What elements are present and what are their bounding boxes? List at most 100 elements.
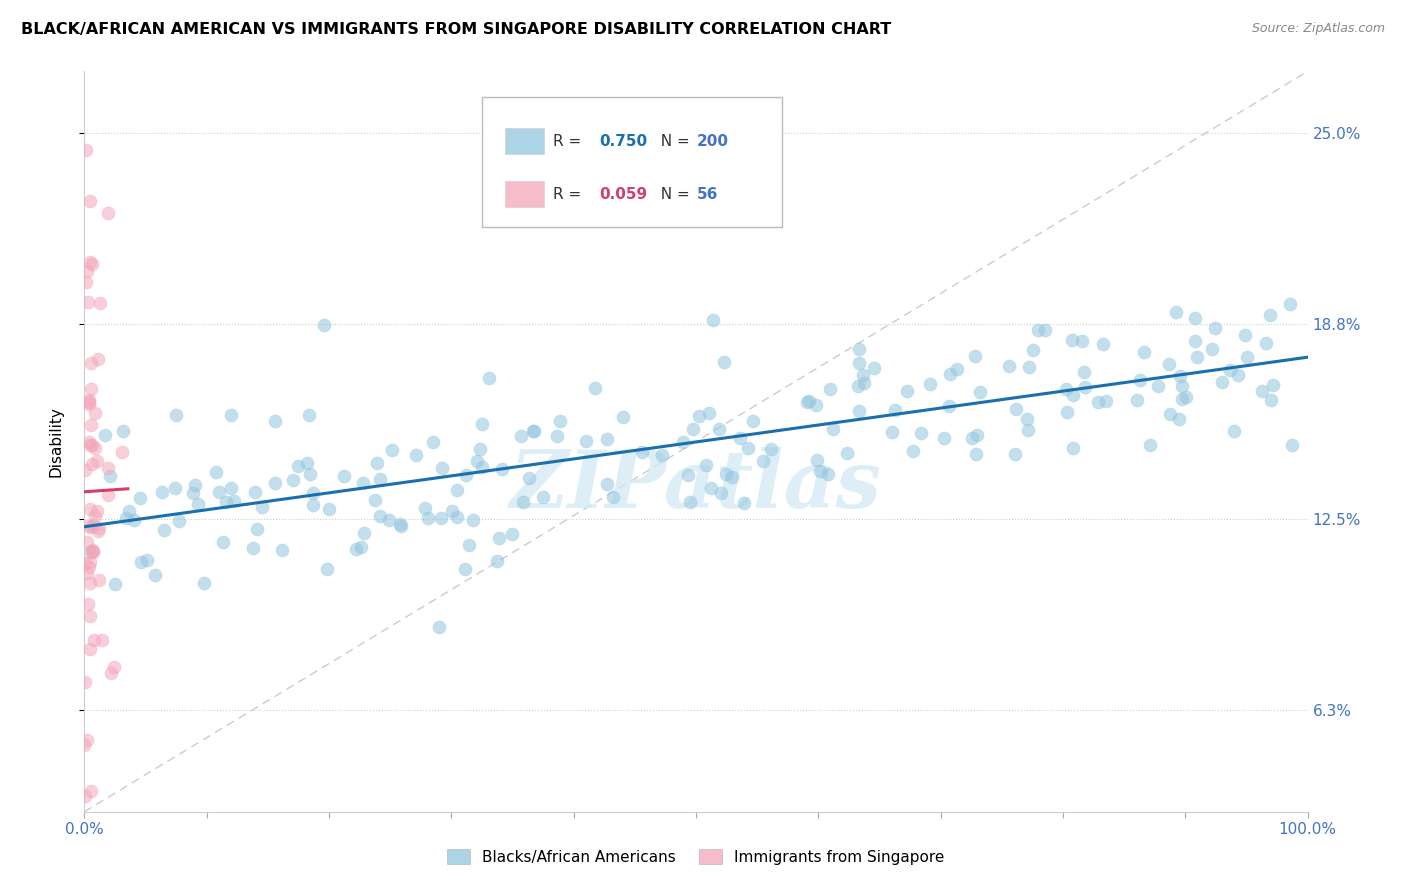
Point	[82, 544, 104, 558]
Point	[242, 541, 264, 555]
Point	[501, 527, 523, 541]
Point	[150, 485, 173, 500]
Point	[1091, 337, 1114, 351]
Point	[695, 458, 717, 473]
Point	[79, 608, 101, 623]
Point	[1279, 296, 1302, 310]
Point	[79, 194, 101, 208]
Point	[1056, 405, 1078, 419]
Point	[301, 498, 323, 512]
Point	[1005, 401, 1028, 416]
Point	[742, 414, 765, 428]
Point	[1171, 392, 1194, 406]
Point	[602, 490, 624, 504]
Point	[821, 422, 844, 436]
Point	[77, 393, 100, 408]
Point	[901, 444, 924, 458]
Point	[1170, 379, 1192, 393]
Point	[89, 296, 111, 310]
Point	[76, 566, 98, 580]
Point	[97, 461, 120, 475]
Point	[76, 264, 98, 278]
Point	[678, 468, 700, 483]
Point	[84, 508, 107, 523]
Point	[405, 448, 427, 462]
Point	[488, 531, 510, 545]
Point	[76, 733, 98, 747]
Point	[721, 469, 744, 483]
Text: 200: 200	[697, 134, 730, 149]
Point	[129, 555, 152, 569]
Point	[1018, 359, 1040, 374]
Point	[1139, 438, 1161, 452]
Point	[422, 434, 444, 449]
Point	[1170, 368, 1192, 383]
Point	[80, 544, 103, 558]
Point	[709, 485, 731, 500]
Point	[378, 513, 401, 527]
Point	[1184, 310, 1206, 325]
Point	[1166, 305, 1188, 319]
Point	[997, 359, 1019, 373]
Point	[1185, 350, 1208, 364]
Point	[350, 540, 373, 554]
Point	[368, 472, 391, 486]
Point	[281, 473, 304, 487]
Point	[848, 404, 870, 418]
Point	[1159, 407, 1181, 421]
Text: R =: R =	[553, 186, 586, 202]
Point	[96, 488, 118, 502]
Point	[77, 396, 100, 410]
Point	[77, 597, 100, 611]
Point	[713, 355, 735, 369]
Point	[1211, 375, 1233, 389]
Point	[463, 514, 485, 528]
Point	[243, 485, 266, 500]
Point	[287, 458, 309, 473]
Point	[77, 560, 100, 574]
Point	[1159, 357, 1181, 371]
Text: N =: N =	[651, 134, 695, 149]
Point	[478, 371, 501, 385]
Point	[82, 545, 104, 559]
Point	[737, 441, 759, 455]
Point	[1017, 412, 1039, 426]
Point	[79, 382, 101, 396]
Point	[465, 454, 488, 468]
Point	[835, 446, 858, 460]
Point	[575, 434, 598, 448]
Point	[651, 448, 673, 462]
Point	[806, 453, 828, 467]
Point	[1174, 390, 1197, 404]
Point	[76, 519, 98, 533]
Point	[153, 523, 176, 537]
Point	[111, 424, 134, 438]
Point	[165, 408, 187, 422]
Point	[75, 275, 97, 289]
Point	[682, 422, 704, 436]
Point	[389, 519, 412, 533]
Point	[205, 465, 228, 479]
Point	[846, 378, 869, 392]
Point	[1167, 411, 1189, 425]
Point	[97, 206, 120, 220]
Point	[596, 477, 619, 491]
Point	[486, 554, 509, 568]
Point	[115, 510, 138, 524]
Point	[759, 442, 782, 457]
Point	[1095, 393, 1118, 408]
Point	[1062, 441, 1084, 455]
Point	[1201, 342, 1223, 356]
Point	[76, 535, 98, 549]
Point	[454, 467, 477, 482]
Point	[366, 456, 388, 470]
Point	[75, 463, 97, 477]
Point	[596, 432, 619, 446]
Text: BLACK/AFRICAN AMERICAN VS IMMIGRANTS FROM SINGAPORE DISABILITY CORRELATION CHART: BLACK/AFRICAN AMERICAN VS IMMIGRANTS FRO…	[21, 22, 891, 37]
Point	[80, 458, 103, 472]
Point	[853, 376, 876, 390]
Point	[184, 478, 207, 492]
Point	[509, 428, 531, 442]
Point	[896, 384, 918, 398]
Point	[523, 424, 546, 438]
